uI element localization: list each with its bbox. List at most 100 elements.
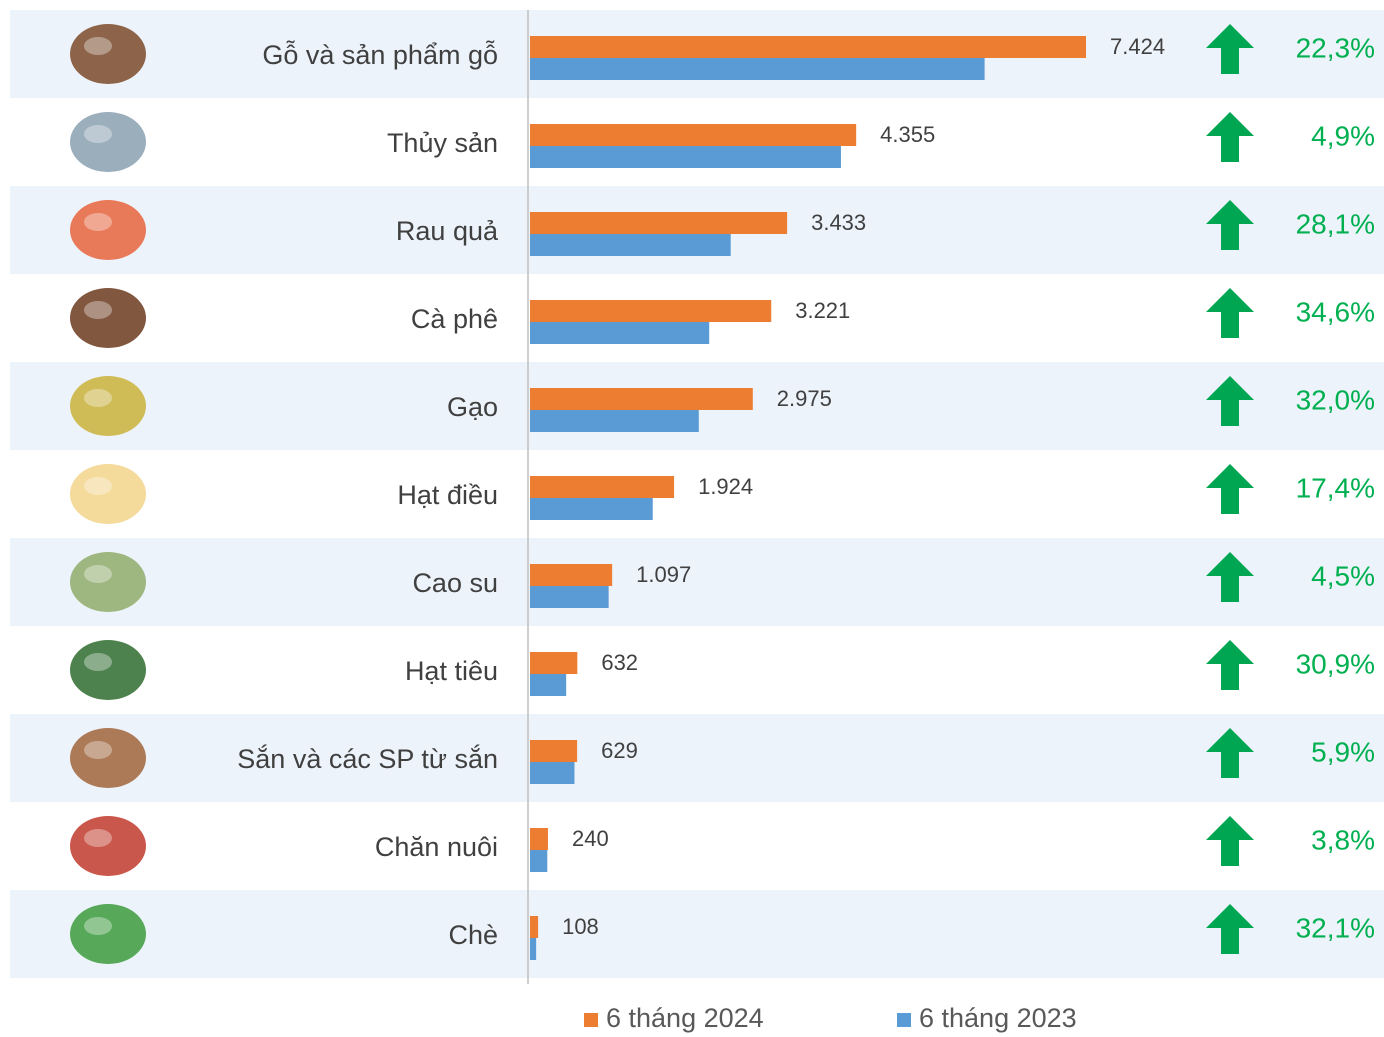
icon-shape [70,640,146,700]
bar [530,938,536,960]
change-label: 32,0% [1296,384,1375,415]
icon-shape [70,552,146,612]
value-label: 3.433 [811,210,866,235]
value-label: 1.097 [636,562,691,587]
bar [530,300,771,322]
change-label: 17,4% [1296,472,1375,503]
up-arrow [1206,112,1254,162]
icon-highlight [84,389,112,407]
change-label: 3,8% [1311,824,1375,855]
up-arrow [1206,464,1254,514]
bar [530,828,548,850]
icon-highlight [84,477,112,495]
category-icon [70,288,146,348]
bar [530,740,577,762]
category-icon [70,640,146,700]
bar [530,36,1086,58]
row-band [10,714,1384,802]
legend-label: 6 tháng 2023 [919,1003,1077,1033]
icon-shape [70,904,146,964]
bar [530,916,538,938]
bar [530,58,985,80]
change-label: 28,1% [1296,208,1375,239]
legend-swatch [584,1013,598,1027]
icon-shape [70,112,146,172]
value-label: 108 [562,914,599,939]
arrow-shape [1206,816,1254,866]
legend-swatch [897,1013,911,1027]
chart: Gỗ và sản phẩm gỗ 7.424 22,3% Thủy sản 4.355… [0,0,1384,1037]
bar [530,234,731,256]
change-label: 4,9% [1311,120,1375,151]
change-label: 32,1% [1296,912,1375,943]
icon-highlight [84,653,112,671]
up-arrow [1206,640,1254,690]
bar [530,652,577,674]
icon-shape [70,24,146,84]
category-label: Chăn nuôi [375,832,498,862]
category-icon [70,552,146,612]
icon-shape [70,376,146,436]
change-label: 5,9% [1311,736,1375,767]
bar [530,146,841,168]
category-label: Cao su [412,568,498,598]
category-label: Gỗ và sản phẩm gỗ [262,39,498,70]
icon-highlight [84,829,112,847]
value-label: 2.975 [777,386,832,411]
category-icon [70,376,146,436]
category-icon [70,24,146,84]
bar [530,850,547,872]
icon-highlight [84,741,112,759]
bar [530,388,753,410]
legend-label: 6 tháng 2024 [606,1003,764,1033]
icon-shape [70,816,146,876]
bar [530,564,612,586]
category-label: Gạo [447,392,498,422]
bar [530,322,709,344]
category-label: Chè [448,920,498,950]
arrow-shape [1206,112,1254,162]
icon-shape [70,728,146,788]
icon-highlight [84,37,112,55]
category-icon [70,112,146,172]
value-label: 629 [601,738,638,763]
up-arrow [1206,288,1254,338]
bar [530,586,609,608]
icon-highlight [84,917,112,935]
arrow-shape [1206,640,1254,690]
icon-highlight [84,125,112,143]
icon-shape [70,464,146,524]
row-band [10,890,1384,978]
bar [530,498,653,520]
arrow-shape [1206,464,1254,514]
row-band [10,538,1384,626]
bar [530,124,856,146]
bar [530,674,566,696]
category-label: Sắn và các SP từ sắn [237,743,498,774]
bar [530,762,574,784]
category-label: Rau quả [396,216,499,246]
change-label: 30,9% [1296,648,1375,679]
category-icon [70,904,146,964]
category-icon [70,200,146,260]
value-label: 4.355 [880,122,935,147]
bar [530,410,699,432]
category-label: Hạt tiêu [405,656,498,686]
category-label: Cà phê [411,304,498,334]
category-icon [70,816,146,876]
category-icon [70,728,146,788]
icon-highlight [84,301,112,319]
change-label: 34,6% [1296,296,1375,327]
change-label: 4,5% [1311,560,1375,591]
up-arrow [1206,816,1254,866]
change-label: 22,3% [1296,32,1375,63]
icon-highlight [84,565,112,583]
category-label: Thủy sản [387,128,498,158]
bar [530,476,674,498]
value-label: 3.221 [795,298,850,323]
icon-highlight [84,213,112,231]
icon-shape [70,200,146,260]
bar [530,212,787,234]
value-label: 240 [572,826,609,851]
value-label: 7.424 [1110,34,1165,59]
